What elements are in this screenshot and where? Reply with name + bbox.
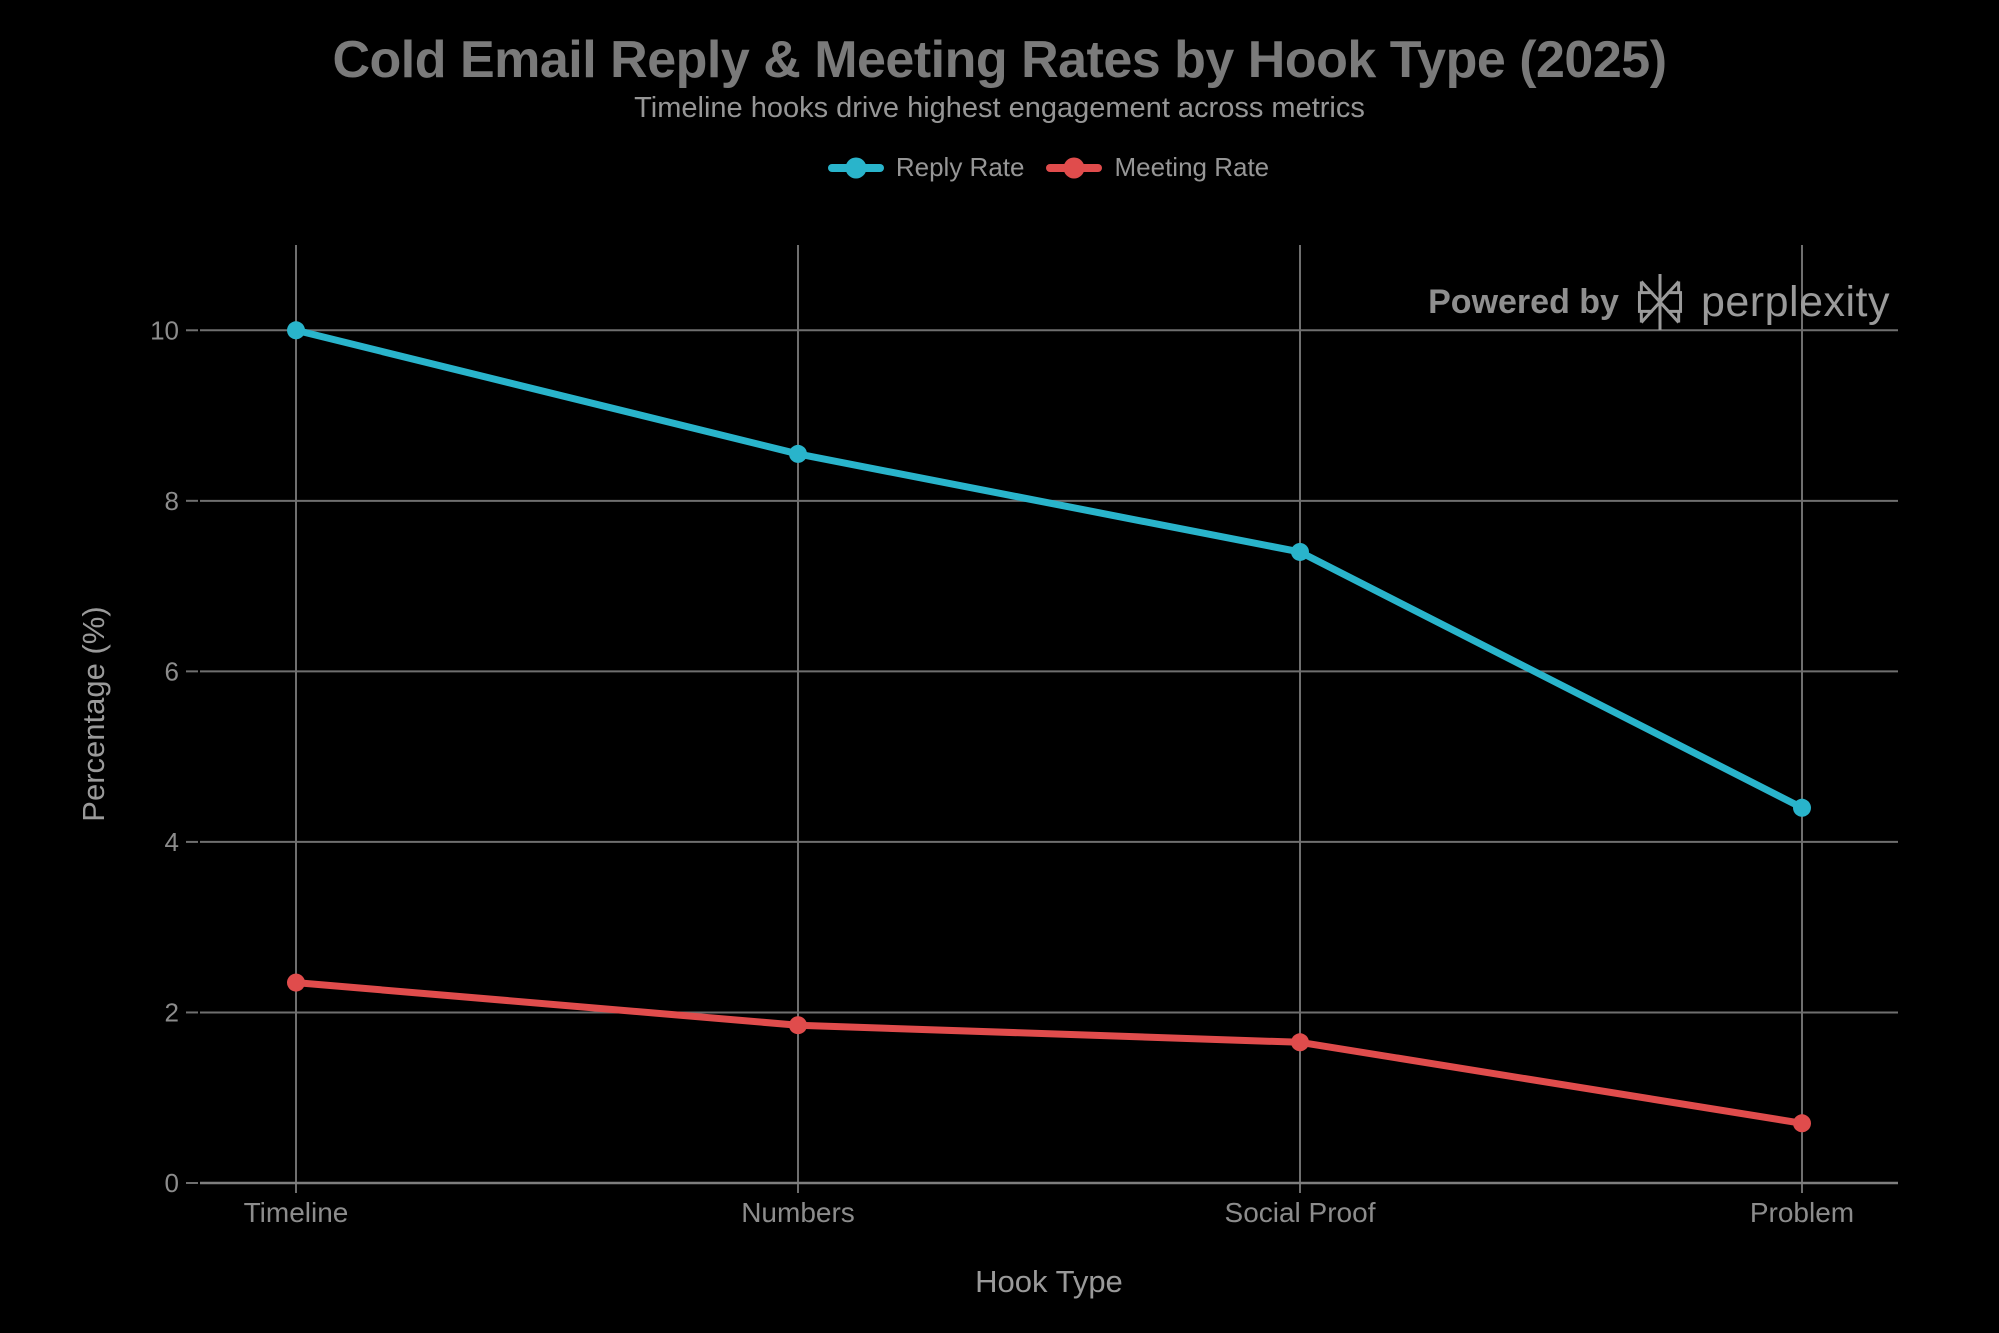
- data-point-meeting-rate: [1793, 1114, 1811, 1133]
- data-point-meeting-rate: [789, 1016, 807, 1035]
- x-tick-label: Social Proof: [1225, 1197, 1376, 1228]
- perplexity-asterisk-icon: [1637, 274, 1682, 330]
- y-tick-label: 6: [165, 656, 179, 686]
- reply-rate-legend-marker: [827, 157, 884, 178]
- chart-title: Cold Email Reply & Meeting Rates by Hook…: [332, 31, 1667, 89]
- data-point-reply-rate: [287, 321, 305, 340]
- y-tick-label: 2: [165, 997, 179, 1027]
- powered-by-text: Powered by: [1428, 282, 1619, 321]
- y-tick-label: 0: [165, 1168, 179, 1198]
- series-line-reply-rate: [292, 326, 1806, 812]
- data-point-reply-rate: [1291, 542, 1309, 561]
- meeting-rate-legend-marker: [1046, 157, 1103, 178]
- data-point-meeting-rate: [1291, 1033, 1309, 1052]
- perplexity-wordmark: perplexity: [1700, 277, 1890, 326]
- data-point-meeting-rate: [287, 973, 305, 992]
- x-axis-title: Hook Type: [975, 1264, 1123, 1299]
- legend: Reply Rate Meeting Rate: [0, 152, 1999, 183]
- x-tick-label: Numbers: [741, 1197, 855, 1228]
- legend-label-reply-rate: Reply Rate: [895, 152, 1025, 182]
- chart-subtitle: Timeline hooks drive highest engagement …: [634, 92, 1365, 124]
- series-line-meeting-rate: [292, 979, 1806, 1127]
- data-point-reply-rate: [789, 444, 807, 463]
- x-tick-label: Problem: [1750, 1197, 1854, 1228]
- y-tick-label: 10: [150, 315, 179, 345]
- watermark: Powered by perplexity: [1428, 272, 1890, 332]
- legend-item-reply-rate[interactable]: Reply Rate: [827, 152, 1025, 183]
- y-axis-title: Percentage (%): [76, 606, 111, 821]
- legend-label-meeting-rate: Meeting Rate: [1114, 152, 1270, 182]
- data-point-reply-rate: [1793, 798, 1811, 817]
- y-tick-label: 8: [165, 486, 179, 516]
- legend-item-meeting-rate[interactable]: Meeting Rate: [1046, 152, 1269, 183]
- x-tick-label: Timeline: [244, 1197, 349, 1228]
- y-tick-label: 4: [165, 827, 179, 857]
